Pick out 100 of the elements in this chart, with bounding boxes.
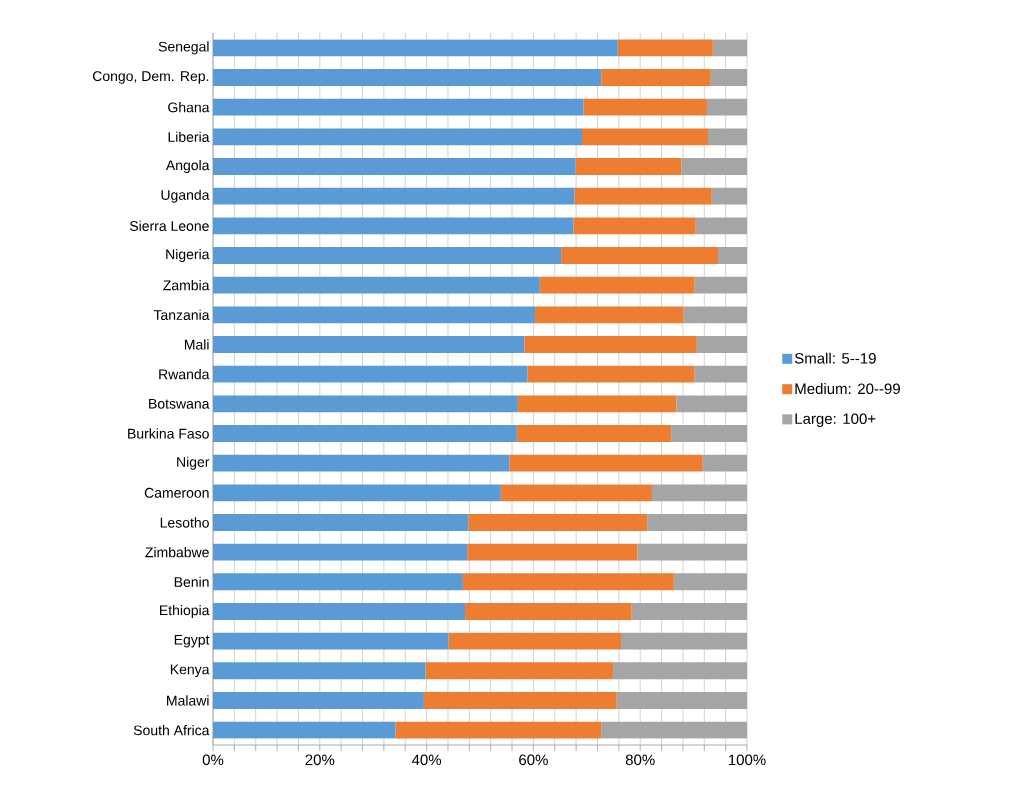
bar	[708, 128, 747, 146]
y-tick-label: Egypt	[174, 634, 210, 648]
y-tick-label: Liberia	[168, 131, 210, 142]
bar	[671, 425, 747, 442]
y-tick-label: Zambia	[163, 280, 210, 291]
bar	[681, 158, 747, 175]
bar	[676, 395, 747, 413]
y-tick-label: Ghana	[168, 102, 210, 113]
x-tick-label: 60%	[519, 754, 548, 766]
bar	[637, 543, 747, 561]
y-tick-label: South Africa	[133, 725, 210, 736]
bar	[213, 543, 468, 561]
y-tick-label: Burkina Faso	[128, 428, 209, 439]
bar	[524, 336, 697, 353]
bar	[468, 514, 648, 531]
bar	[213, 69, 602, 86]
bar	[601, 721, 747, 739]
bar	[509, 454, 703, 472]
y-tick-label: Lesotho	[160, 517, 209, 528]
y-tick-label: Sierra Leone	[129, 220, 209, 231]
bar	[620, 632, 747, 650]
bar	[694, 276, 747, 294]
bar	[631, 603, 747, 620]
bar	[213, 187, 575, 205]
bar	[712, 39, 747, 57]
bar	[694, 365, 747, 383]
bar	[213, 721, 396, 739]
bar	[561, 247, 719, 264]
y-tick-label: Senegal	[158, 41, 209, 55]
bar	[574, 187, 712, 205]
bar	[575, 158, 682, 175]
bar	[213, 217, 574, 235]
bar	[583, 98, 707, 116]
bar	[706, 98, 747, 116]
y-tick-label: Angola	[165, 159, 210, 174]
y-tick-label: Tanzania	[153, 309, 210, 320]
y-tick-label: Malawi	[167, 695, 209, 706]
y-tick-label: Benin	[174, 576, 209, 587]
x-tick-label: 80%	[625, 754, 655, 766]
x-tick-label: 20%	[305, 754, 335, 766]
bar	[448, 632, 621, 650]
bar	[527, 365, 695, 383]
bar	[462, 573, 674, 591]
bar	[718, 247, 747, 264]
legend-label: Large: 100+	[795, 413, 876, 427]
y-tick-label: Kenya	[170, 664, 210, 678]
bar	[673, 573, 747, 591]
bar	[213, 603, 466, 620]
bar	[395, 721, 602, 739]
bar	[213, 425, 517, 442]
bar	[612, 662, 747, 680]
x-tick-label: 0%	[202, 754, 224, 766]
bar	[500, 484, 652, 502]
bar	[213, 662, 426, 680]
bar	[651, 484, 747, 502]
bar	[711, 187, 747, 205]
bar	[213, 306, 536, 324]
bar	[213, 573, 463, 591]
bar	[617, 39, 713, 57]
bar	[516, 425, 672, 442]
bar	[423, 692, 617, 709]
bar	[213, 39, 618, 57]
bar	[213, 395, 518, 413]
bar	[616, 692, 747, 709]
bar	[213, 98, 584, 116]
x-tick-label: 100%	[728, 754, 766, 766]
bar	[683, 306, 747, 324]
bar	[695, 217, 747, 235]
bar	[601, 69, 711, 86]
bar	[213, 454, 510, 472]
legend-label: Medium: 20--99	[795, 383, 900, 395]
y-tick-label: Uganda	[161, 189, 210, 203]
y-tick-label: Rwanda	[159, 369, 210, 380]
y-tick-label: Botswana	[149, 398, 210, 409]
y-tick-label: Cameroon	[144, 487, 209, 498]
bar	[213, 336, 525, 353]
bar	[213, 484, 501, 502]
bar	[425, 662, 613, 680]
bar	[539, 276, 695, 294]
bar	[213, 276, 540, 294]
bar	[710, 69, 747, 86]
bar	[213, 158, 576, 175]
y-tick-label: Mali	[184, 339, 209, 350]
bar	[573, 217, 696, 235]
bar	[213, 692, 424, 709]
bar	[535, 306, 684, 324]
bar	[582, 128, 709, 146]
y-tick-label: Zimbabwe	[145, 547, 209, 558]
bar	[467, 543, 638, 561]
y-tick-label: Congo, Dem. Rep.	[92, 71, 209, 84]
bar	[465, 603, 632, 620]
bar	[517, 395, 677, 413]
bar	[213, 247, 562, 264]
legend-label: Small: 5--19	[794, 352, 876, 364]
y-tick-label: Niger	[177, 456, 210, 470]
bar	[213, 128, 582, 146]
x-tick-label: 40%	[411, 754, 442, 766]
y-tick-label: Nigeria	[166, 248, 210, 263]
bar	[213, 365, 528, 383]
bar	[702, 454, 747, 472]
